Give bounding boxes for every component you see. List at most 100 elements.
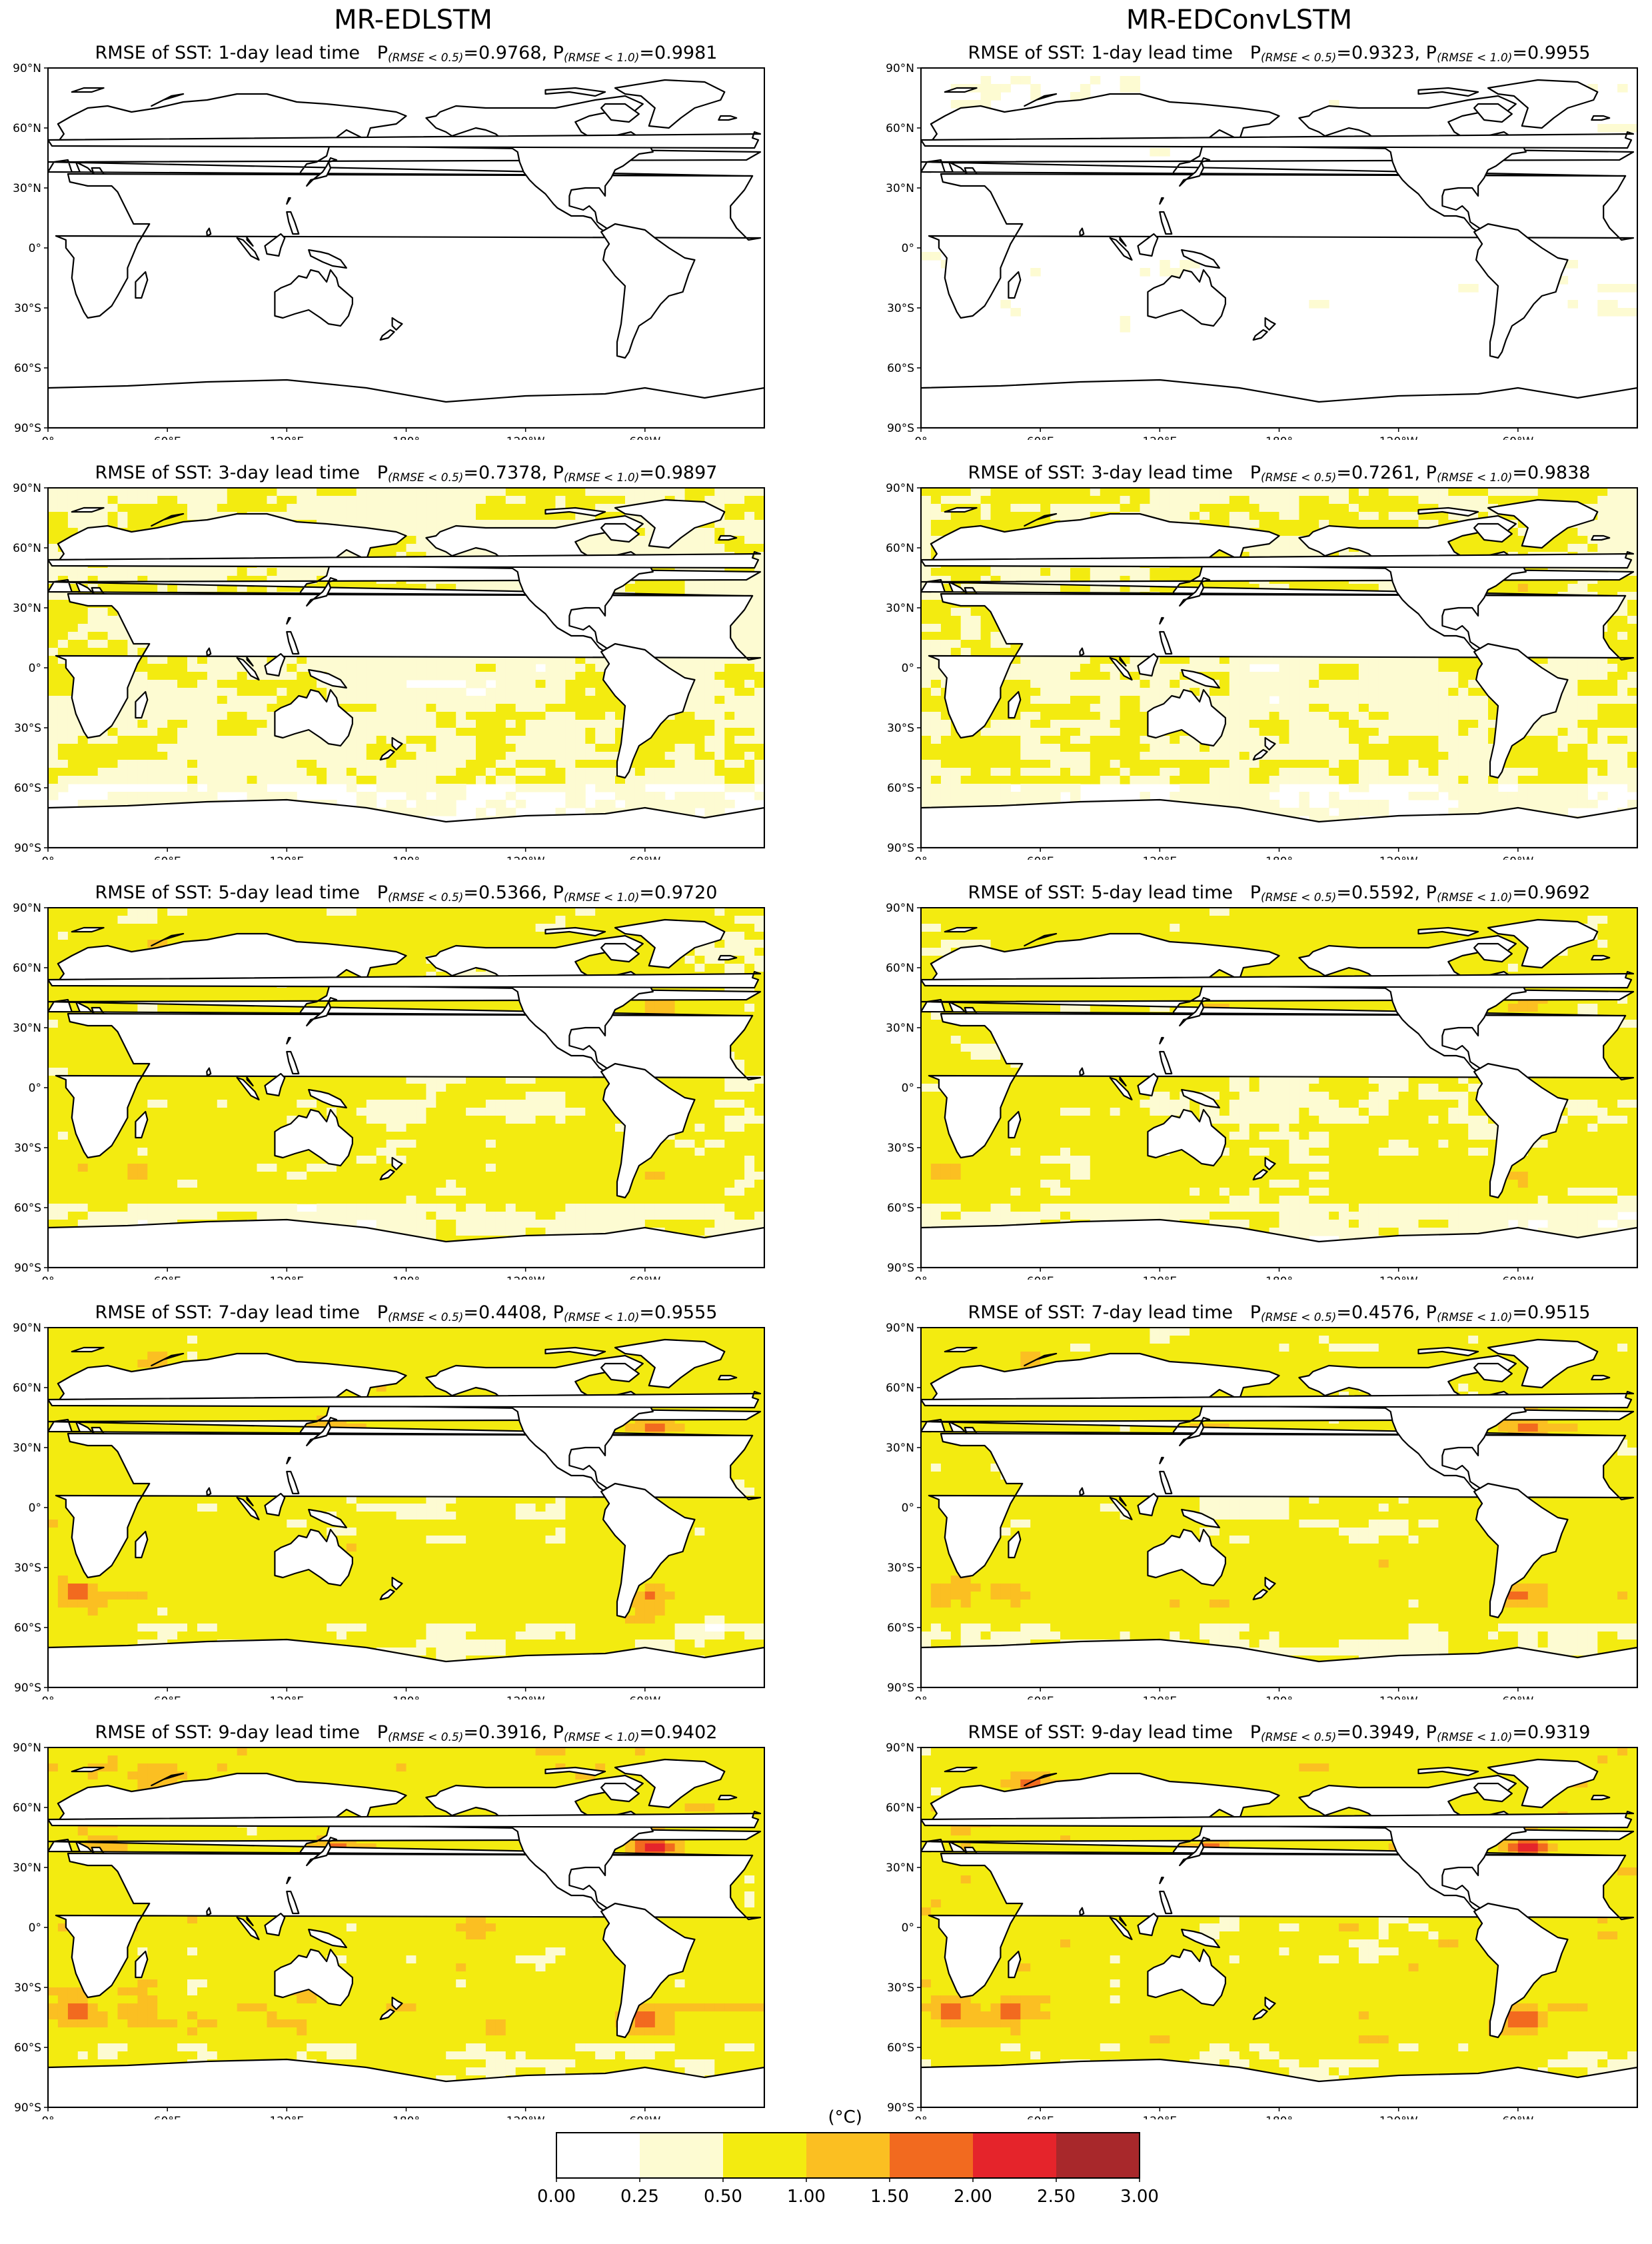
rmse-cell (227, 712, 238, 720)
rmse-cell (485, 696, 496, 704)
rmse-cell (1219, 496, 1230, 505)
rmse-cell (495, 688, 506, 696)
rmse-cell (317, 776, 327, 784)
rmse-cell (97, 616, 109, 624)
rmse-cell (1170, 672, 1180, 680)
rmse-cell (674, 584, 686, 592)
rmse-cell (575, 776, 586, 784)
rmse-cell (535, 688, 546, 696)
rmse-cell (366, 672, 377, 680)
rmse-cell (535, 504, 546, 513)
lat-tick-label: 60°S (887, 362, 914, 375)
rmse-cell (744, 776, 755, 784)
rmse-cell (476, 488, 486, 497)
rmse-cell (227, 704, 238, 712)
rmse-cell (446, 800, 456, 808)
rmse-cell (177, 744, 188, 752)
rmse-cell (1050, 568, 1061, 576)
rmse-cell (1567, 536, 1578, 545)
rmse-cell (565, 688, 576, 696)
rmse-cell (346, 504, 357, 513)
title-subscript: (RMSE < 1.0) (564, 51, 639, 65)
lat-tick-label: 30°N (13, 182, 41, 195)
rmse-cell (97, 768, 109, 776)
rmse-cell (1289, 536, 1299, 545)
rmse-cell (187, 584, 198, 592)
rmse-cell (565, 704, 576, 712)
rmse-cell (187, 496, 198, 505)
title-subscript: (RMSE < 1.0) (1437, 471, 1512, 485)
rmse-cell (267, 568, 277, 576)
rmse-cell (167, 736, 178, 744)
rmse-cell (535, 736, 546, 744)
rmse-cell (714, 792, 725, 800)
rmse-cell (167, 496, 178, 505)
rmse-cell (921, 520, 932, 529)
rmse-cell (744, 768, 755, 776)
rmse-cell (744, 544, 755, 553)
landmass-madagascar (135, 271, 149, 299)
rmse-cell (704, 584, 715, 592)
rmse-cell (585, 712, 596, 720)
rmse-cell (525, 704, 536, 712)
rmse-cell (147, 488, 158, 497)
rmse-cell (167, 744, 178, 752)
rmse-cell (127, 488, 138, 497)
rmse-cell (287, 760, 297, 768)
rmse-cell (525, 728, 536, 736)
rmse-cell (1398, 656, 1409, 664)
rmse-cell (446, 488, 456, 497)
rmse-cell (147, 752, 158, 760)
rmse-cell (1388, 664, 1399, 672)
rmse-cell (1617, 536, 1628, 545)
landmass-australia (274, 269, 353, 327)
rmse-cell (187, 792, 198, 800)
rmse-cell (167, 720, 178, 728)
rmse-cell (1170, 488, 1180, 497)
rmse-cell (505, 728, 516, 736)
rmse-cell (1329, 672, 1339, 680)
rmse-cell (565, 672, 576, 680)
rmse-cell (247, 504, 258, 513)
rmse-cell (1607, 632, 1618, 640)
rmse-cell (1627, 496, 1637, 505)
rmse-cell (585, 728, 596, 736)
rmse-cell (1597, 544, 1608, 553)
rmse-cell (1229, 512, 1240, 521)
rmse-cell (237, 712, 248, 720)
rmse-cell (436, 672, 446, 680)
rmse-cell (754, 672, 764, 680)
rmse-cell (97, 776, 109, 784)
rmse-cell (505, 752, 516, 760)
rmse-cell (1498, 544, 1509, 553)
rmse-cell (535, 520, 546, 529)
rmse-cell (436, 512, 446, 521)
rmse-cell (456, 744, 466, 752)
rmse-cell (525, 680, 536, 688)
rmse-cell (1249, 488, 1260, 497)
rmse-cell (990, 504, 1001, 513)
rmse-cell (940, 512, 952, 521)
rmse-cell (654, 792, 666, 800)
rmse-cell (167, 752, 178, 760)
rmse-cell (1150, 504, 1160, 513)
rmse-cell (1597, 504, 1608, 513)
rmse-cell (970, 568, 982, 576)
rmse-cell (555, 712, 566, 720)
rmse-cell (396, 752, 407, 760)
rmse-cell (1617, 284, 1628, 293)
rmse-cell (1259, 504, 1270, 513)
rmse-cell (57, 520, 69, 529)
rmse-cell (287, 512, 297, 521)
rmse-cell (297, 776, 307, 784)
rmse-cell (1478, 488, 1489, 497)
rmse-cell (555, 728, 566, 736)
rmse-cell (327, 744, 337, 752)
rmse-cell (714, 520, 725, 529)
lat-tick-label: 60°N (13, 542, 41, 555)
rmse-cell (177, 776, 188, 784)
rmse-cell (436, 768, 446, 776)
rmse-cell (257, 728, 267, 736)
rmse-cell (237, 784, 248, 792)
rmse-cell (734, 720, 745, 728)
